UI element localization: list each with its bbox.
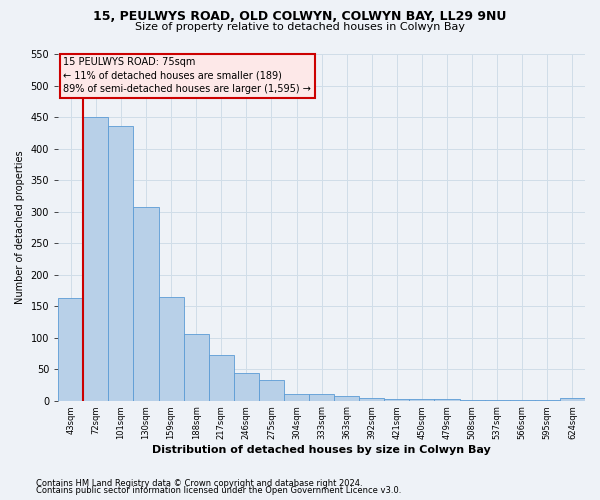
Bar [309, 394, 334, 400]
Bar [184, 334, 209, 400]
Bar [158, 296, 184, 401]
Bar [359, 398, 385, 400]
Bar [58, 298, 83, 400]
Bar [334, 396, 359, 400]
X-axis label: Distribution of detached houses by size in Colwyn Bay: Distribution of detached houses by size … [152, 445, 491, 455]
Bar [133, 207, 158, 400]
Text: 15, PEULWYS ROAD, OLD COLWYN, COLWYN BAY, LL29 9NU: 15, PEULWYS ROAD, OLD COLWYN, COLWYN BAY… [94, 10, 506, 23]
Text: 15 PEULWYS ROAD: 75sqm
← 11% of detached houses are smaller (189)
89% of semi-de: 15 PEULWYS ROAD: 75sqm ← 11% of detached… [64, 58, 311, 94]
Bar [284, 394, 309, 400]
Bar [109, 126, 133, 400]
Y-axis label: Number of detached properties: Number of detached properties [15, 150, 25, 304]
Text: Contains public sector information licensed under the Open Government Licence v3: Contains public sector information licen… [36, 486, 401, 495]
Bar [209, 354, 234, 401]
Bar [83, 117, 109, 401]
Text: Size of property relative to detached houses in Colwyn Bay: Size of property relative to detached ho… [135, 22, 465, 32]
Bar [234, 373, 259, 400]
Bar [560, 398, 585, 400]
Bar [259, 380, 284, 400]
Text: Contains HM Land Registry data © Crown copyright and database right 2024.: Contains HM Land Registry data © Crown c… [36, 478, 362, 488]
